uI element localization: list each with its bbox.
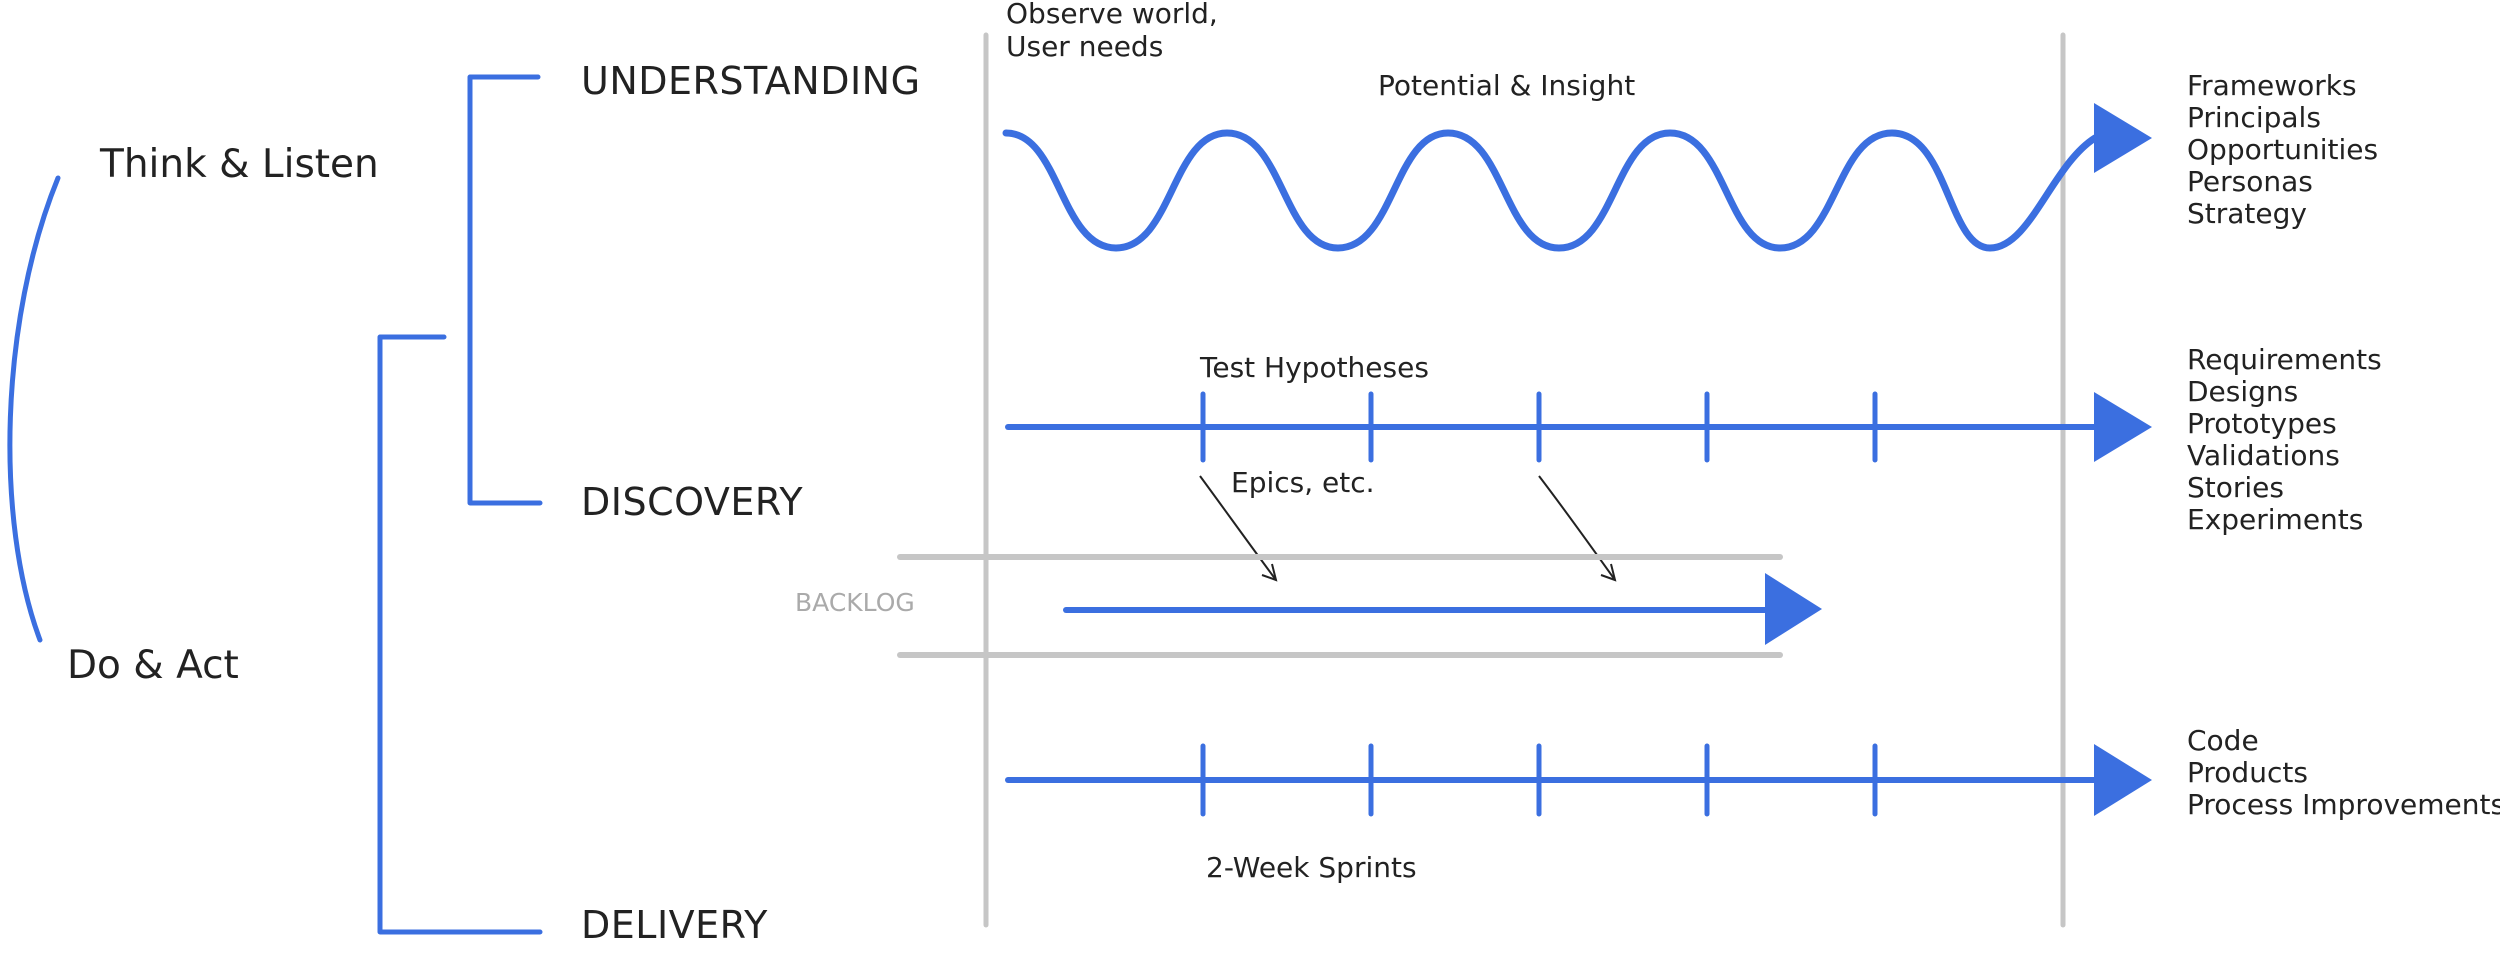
output-item: Frameworks [2187, 69, 2357, 102]
discovery-stream-label: Test Hypotheses [1199, 351, 1429, 384]
understanding-stream-label: Potential & Insight [1378, 69, 1635, 102]
inputs-line-1: Observe world, [1006, 0, 1218, 30]
output-item: Strategy [2187, 197, 2307, 230]
delivery-arrowhead [2094, 744, 2152, 816]
mode-think-label: Think & Listen [99, 142, 379, 187]
mode-arc [7, 175, 61, 643]
output-item: Code [2187, 724, 2259, 757]
output-item: Principals [2187, 101, 2321, 134]
output-item: Process Improvements [2187, 788, 2500, 821]
inputs-line-2: User needs [1006, 30, 1163, 63]
phase-delivery-label: DELIVERY [581, 903, 768, 947]
epics-arrows [1199, 475, 1617, 582]
delivery-ticks [1200, 743, 1878, 817]
epics-label: Epics, etc. [1231, 466, 1375, 499]
output-item: Stories [2187, 471, 2284, 504]
delivery-stream-label: 2-Week Sprints [1206, 851, 1417, 884]
output-item: Prototypes [2187, 407, 2337, 440]
output-item: Opportunities [2187, 133, 2378, 166]
phase-discovery-label: DISCOVERY [581, 480, 803, 524]
understanding-arrowhead [2094, 103, 2152, 173]
output-item: Products [2187, 756, 2308, 789]
discovery-ticks [1200, 391, 1878, 463]
mode-act-label: Do & Act [67, 643, 239, 688]
output-item: Experiments [2187, 503, 2363, 536]
output-item: Personas [2187, 165, 2313, 198]
understanding-outputs: Frameworks Principals Opportunities Pers… [2187, 69, 2378, 230]
delivery-outputs: Code Products Process Improvements [2187, 724, 2500, 821]
output-item: Designs [2187, 375, 2298, 408]
phase-tree [377, 74, 543, 935]
discovery-outputs: Requirements Designs Prototypes Validati… [2187, 343, 2382, 536]
output-item: Requirements [2187, 343, 2382, 376]
discovery-arrowhead [2094, 392, 2152, 462]
output-item: Validations [2187, 439, 2340, 472]
understanding-wave [1002, 129, 2099, 252]
phase-understanding-label: UNDERSTANDING [581, 59, 921, 103]
backlog-label: BACKLOG [795, 588, 915, 617]
backlog-arrowhead [1765, 573, 1822, 645]
